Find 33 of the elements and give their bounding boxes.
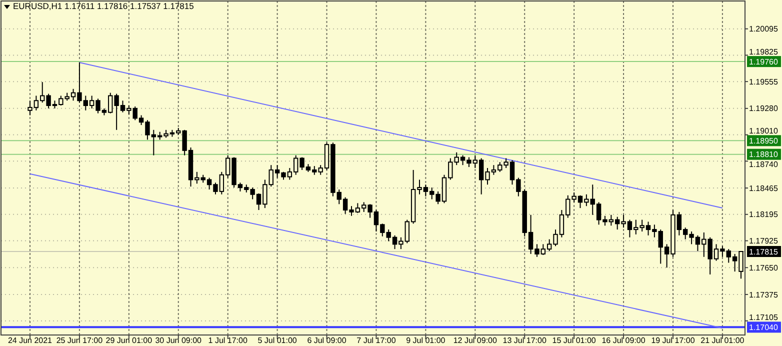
x-tick-label: 30 Jun 09:00 xyxy=(155,336,202,345)
x-tick-label: 9 Jul 01:00 xyxy=(406,336,446,345)
x-tick-label: 24 Jun 2021 xyxy=(8,336,53,345)
y-tick-label: 1.17375 xyxy=(749,290,778,300)
x-tick-label: 1 Jul 17:00 xyxy=(208,336,248,345)
y-tick-label: 1.19825 xyxy=(749,47,778,56)
ref-line-label: 1.18950 xyxy=(749,136,778,146)
x-tick-label: 6 Jul 09:00 xyxy=(307,336,347,345)
x-tick-label: 21 Jul 01:00 xyxy=(700,336,745,345)
y-tick-label: 1.18465 xyxy=(749,184,778,193)
x-tick-label: 29 Jun 01:00 xyxy=(106,336,153,345)
ref-line-label: 1.18810 xyxy=(749,150,778,160)
y-tick-label: 1.20095 xyxy=(749,24,778,34)
ref-line-label: 1.17815 xyxy=(749,247,778,256)
y-tick-label: 1.18195 xyxy=(749,210,778,220)
x-tick-label: 16 Jul 09:00 xyxy=(602,336,646,345)
y-tick-label: 1.19280 xyxy=(749,104,778,114)
chart-title: EURUSD,H1 1.17611 1.17816 1.17537 1.17815 xyxy=(13,1,194,11)
x-tick-label: 19 Jul 17:00 xyxy=(651,336,696,345)
x-tick-label: 7 Jul 17:00 xyxy=(356,336,396,345)
ref-line-label: 1.19760 xyxy=(749,57,778,66)
y-tick-label: 1.19010 xyxy=(749,126,778,136)
y-tick-label: 1.18740 xyxy=(749,160,778,170)
ref-line-label: 1.17040 xyxy=(749,322,778,332)
x-tick-label: 5 Jul 01:00 xyxy=(258,336,298,345)
y-tick-label: 1.17105 xyxy=(749,312,778,322)
y-tick-label: 1.17925 xyxy=(749,236,778,246)
x-tick-label: 25 Jun 17:00 xyxy=(56,336,104,345)
x-tick-label: 15 Jul 01:00 xyxy=(552,336,596,345)
y-tick-label: 1.19555 xyxy=(749,77,778,86)
x-tick-label: 13 Jul 17:00 xyxy=(502,336,547,345)
x-tick-label: 12 Jul 09:00 xyxy=(453,336,498,345)
y-tick-label: 1.17650 xyxy=(749,263,778,272)
